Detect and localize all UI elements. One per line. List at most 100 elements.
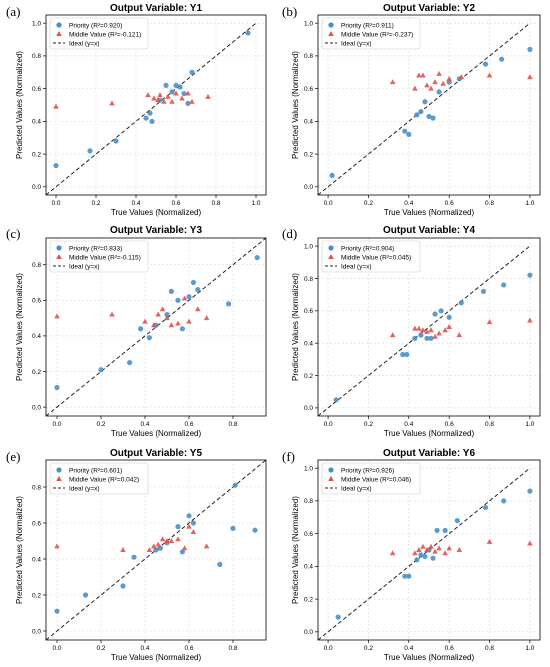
priority-point bbox=[53, 162, 59, 169]
middle-value-point bbox=[175, 536, 181, 542]
middle-value-point bbox=[164, 315, 170, 321]
legend-label: Priority (R²=0.601) bbox=[69, 467, 122, 474]
priority-point bbox=[190, 520, 196, 526]
y-tick-label: 0.2 bbox=[304, 373, 313, 380]
priority-point bbox=[414, 112, 420, 118]
x-tick-label: 0.4 bbox=[404, 421, 413, 428]
y-tick-label: 0.6 bbox=[304, 86, 313, 93]
x-tick-label: 0.0 bbox=[324, 200, 333, 207]
plot-frame bbox=[45, 237, 267, 417]
legend-label: Priority (R²=0.833) bbox=[69, 245, 122, 252]
legend-label: Middle Value (R²=-0.237) bbox=[341, 31, 413, 38]
x-tick-label: 0.6 bbox=[171, 200, 180, 207]
y-tick-label: 0.2 bbox=[32, 592, 41, 599]
chart-panel-5: (e) Output Variable: Y5 0.0 0.2 0.4 0.6 0.8 0.0… bbox=[6, 448, 267, 662]
middle-value-point bbox=[458, 74, 465, 80]
middle-value-point bbox=[424, 82, 430, 88]
chart-panel-6: (f) Output Variable: Y6 0.0 0.2 0.4 0.6 0.8 1.0… bbox=[282, 448, 541, 662]
y-axis-label: Predicted Values (Normalized) bbox=[291, 51, 300, 159]
y-tick-label: 1.0 bbox=[32, 20, 41, 27]
priority-point bbox=[252, 527, 258, 533]
y-tick-label: 0.2 bbox=[304, 596, 313, 603]
priority-point bbox=[432, 311, 438, 317]
middle-value-point bbox=[120, 547, 126, 552]
middle-value-point bbox=[412, 85, 418, 91]
middle-value-point bbox=[446, 545, 452, 551]
middle-value-point bbox=[189, 98, 195, 104]
priority-point bbox=[138, 326, 144, 332]
middle-value-point bbox=[420, 72, 426, 78]
priority-point bbox=[501, 498, 507, 504]
legend-label: Middle Value (R²=0.046) bbox=[341, 476, 411, 483]
middle-value-point bbox=[527, 317, 533, 323]
y-axis-label: Predicted Values (Normalized) bbox=[15, 273, 24, 381]
priority-point bbox=[426, 113, 432, 120]
x-tick-label: 0.4 bbox=[140, 645, 149, 652]
priority-point bbox=[230, 525, 236, 532]
priority-point bbox=[169, 89, 175, 95]
legend-label: Ideal (y=x) bbox=[69, 485, 100, 492]
middle-value-point bbox=[186, 523, 192, 529]
legend-marker-circle bbox=[328, 245, 334, 251]
panel-label: (a) bbox=[6, 4, 20, 19]
priority-point bbox=[501, 282, 507, 288]
legend-label: Middle Value (R²=-0.115) bbox=[69, 254, 141, 261]
legend-marker-triangle bbox=[328, 254, 334, 259]
legend-marker-circle bbox=[328, 22, 334, 28]
middle-value-point bbox=[424, 328, 430, 334]
x-tick-label: 0.0 bbox=[324, 645, 333, 652]
middle-value-point bbox=[432, 333, 438, 339]
legend-label: Ideal (y=x) bbox=[69, 40, 100, 47]
chart-title: Output Variable: Y6 bbox=[383, 448, 475, 459]
middle-value-point bbox=[436, 70, 442, 76]
y-tick-label: 0.2 bbox=[304, 151, 313, 158]
priority-point bbox=[157, 545, 163, 551]
legend-label: Ideal (y=x) bbox=[69, 263, 100, 270]
priority-point bbox=[173, 82, 179, 88]
y-tick-label: 1.0 bbox=[304, 465, 313, 472]
priority-point bbox=[163, 82, 169, 88]
legend-marker-circle bbox=[328, 467, 334, 473]
x-tick-label: 0.8 bbox=[211, 200, 220, 207]
x-tick-label: 0.8 bbox=[228, 421, 237, 428]
y-tick-label: 0.8 bbox=[32, 262, 41, 269]
legend-box bbox=[49, 462, 149, 495]
priority-point bbox=[438, 308, 444, 314]
priority-point bbox=[147, 110, 153, 116]
middle-value-point bbox=[389, 332, 396, 338]
priority-point bbox=[406, 131, 412, 138]
x-tick-label: 0.2 bbox=[364, 200, 373, 207]
x-tick-label: 0.4 bbox=[404, 645, 413, 652]
priority-point bbox=[54, 608, 60, 614]
middle-value-point bbox=[195, 306, 201, 312]
priority-point bbox=[446, 314, 452, 320]
priority-point bbox=[245, 30, 251, 36]
priority-point bbox=[87, 148, 93, 154]
middle-value-point bbox=[181, 295, 188, 301]
x-tick-label: 0.2 bbox=[91, 200, 100, 207]
priority-point bbox=[189, 69, 195, 75]
middle-value-point bbox=[416, 72, 422, 78]
x-tick-label: 0.6 bbox=[184, 645, 193, 652]
legend-marker-circle bbox=[56, 245, 62, 251]
legend-marker-triangle bbox=[328, 476, 334, 481]
y-tick-label: 1.0 bbox=[304, 20, 313, 27]
y-tick-label: 0.6 bbox=[32, 86, 41, 93]
plot-frame bbox=[45, 14, 267, 196]
x-tick-label: 0.0 bbox=[51, 200, 60, 207]
y-tick-label: 0.4 bbox=[32, 333, 41, 340]
middle-value-point bbox=[205, 93, 211, 99]
middle-value-point bbox=[203, 543, 210, 549]
x-tick-label: 0.8 bbox=[485, 200, 494, 207]
y-tick-label: 0.4 bbox=[32, 119, 41, 126]
middle-value-point bbox=[164, 538, 170, 543]
legend-box bbox=[321, 240, 421, 273]
priority-point bbox=[175, 524, 181, 530]
y-tick-label: 0.0 bbox=[304, 184, 313, 191]
y-tick-label: 0.4 bbox=[32, 556, 41, 563]
middle-value-point bbox=[436, 330, 442, 336]
legend-marker-circle bbox=[56, 467, 62, 473]
priority-point bbox=[54, 384, 60, 391]
priority-point bbox=[232, 482, 238, 488]
panel-label: (b) bbox=[282, 4, 297, 19]
